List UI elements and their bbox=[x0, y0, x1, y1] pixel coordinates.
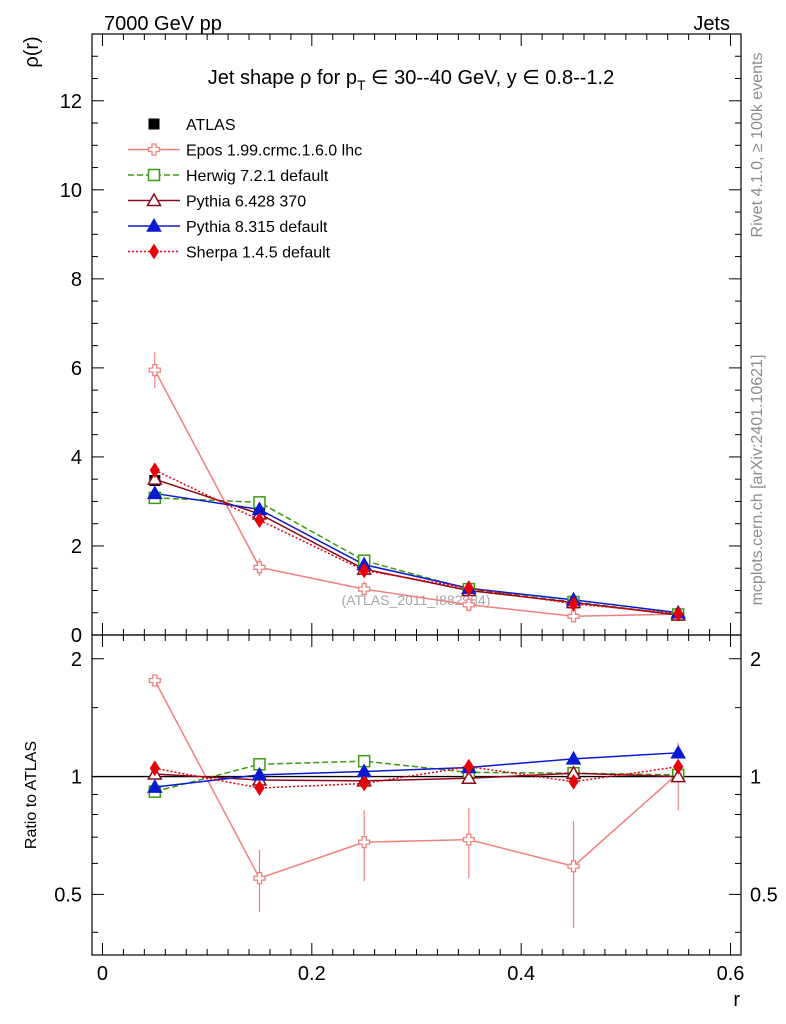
plot-title: Jet shape ρ for pT ∈ 30--40 GeV, y ∈ 0.8… bbox=[208, 67, 614, 93]
main-panel-data bbox=[147, 352, 686, 623]
legend-label: Pythia 6.428 370 bbox=[186, 194, 306, 211]
legend-label: Herwig 7.2.1 default bbox=[186, 168, 329, 185]
x-axis-label: r bbox=[733, 989, 740, 1011]
point-epos-199crmc160 bbox=[148, 363, 161, 377]
process-label: Jets bbox=[693, 13, 730, 35]
legend-marker bbox=[146, 217, 162, 232]
y-tick-label: 12 bbox=[60, 91, 82, 113]
point-sherpa-145 bbox=[149, 462, 160, 479]
x-tick-label: 0.2 bbox=[298, 963, 326, 985]
y-tick-label: 8 bbox=[71, 269, 82, 291]
point-sherpa-145 bbox=[673, 605, 684, 622]
series-line-epos-199crmc160 bbox=[154, 369, 679, 618]
point-epos-199crmc160 bbox=[253, 561, 266, 574]
ratio-tick-label-right: 0.5 bbox=[750, 884, 778, 906]
point-sherpa-145 bbox=[254, 512, 265, 529]
legend-marker bbox=[147, 168, 161, 182]
point-epos-199crmc160 bbox=[462, 598, 475, 611]
legend-marker bbox=[148, 243, 160, 260]
legend-label: ATLAS bbox=[186, 117, 236, 134]
legend-label: Epos 1.99.crmc.1.6.0 lhc bbox=[186, 143, 362, 160]
series-line-pythia-8315 bbox=[154, 492, 679, 614]
ratio-point-sherpa-145 bbox=[149, 760, 160, 777]
ratio-point-pythia-8315 bbox=[147, 779, 163, 793]
point-pythia-6428 bbox=[147, 471, 163, 485]
ratio-tick-label-right: 2 bbox=[750, 649, 761, 671]
x-tick-label: 0.6 bbox=[717, 963, 745, 985]
ratio-panel-frame bbox=[91, 634, 742, 956]
legend-marker bbox=[148, 118, 160, 130]
ratio-point-epos-199crmc160 bbox=[462, 833, 475, 846]
y-axis-label: ρ(r) bbox=[21, 36, 43, 67]
ratio-point-epos-199crmc160 bbox=[253, 872, 266, 885]
point-sherpa-145 bbox=[359, 562, 370, 579]
ratio-line-sherpa-145 bbox=[154, 765, 679, 789]
ratio-point-pythia-8315 bbox=[251, 766, 268, 781]
ratio-point-epos-199crmc160 bbox=[567, 860, 580, 873]
ratio-point-pythia-8315 bbox=[565, 750, 582, 765]
point-pythia-8315 bbox=[147, 485, 163, 500]
ratio-point-sherpa-145 bbox=[463, 758, 474, 775]
y-tick-label: 0 bbox=[71, 625, 82, 647]
legend-marker bbox=[147, 143, 161, 156]
legend-label: Pythia 8.315 default bbox=[186, 219, 328, 236]
ratio-panel-data bbox=[92, 674, 741, 929]
ratio-line-pythia-8315 bbox=[154, 752, 679, 788]
ratio-line-pythia-6428 bbox=[154, 772, 679, 782]
ratio-point-pythia-8315 bbox=[670, 744, 686, 759]
y-tick-label: 6 bbox=[71, 358, 82, 380]
mcplots-label: mcplots.cern.ch [arXiv:2401.10621] bbox=[749, 355, 766, 606]
y-tick-label: 2 bbox=[71, 536, 82, 558]
y-tick-label: 4 bbox=[71, 447, 82, 469]
series-line-sherpa-145 bbox=[154, 469, 679, 615]
ratio-point-epos-199crmc160 bbox=[148, 674, 161, 687]
x-tick-label: 0 bbox=[97, 963, 108, 985]
point-sherpa-145 bbox=[568, 595, 579, 612]
ratio-tick-label: 1 bbox=[71, 767, 82, 789]
ratio-point-sherpa-145 bbox=[673, 758, 684, 775]
ratio-point-sherpa-145 bbox=[254, 780, 265, 796]
legend-marker bbox=[146, 192, 162, 207]
point-epos-199crmc160 bbox=[567, 610, 580, 623]
ratio-point-epos-199crmc160 bbox=[358, 835, 371, 849]
y-tick-label: 10 bbox=[60, 180, 82, 202]
legend: ATLAS Epos 1.99.crmc.1.6.0 lhc Herwig 7.2.… bbox=[128, 117, 362, 262]
ratio-tick-label: 2 bbox=[71, 649, 82, 671]
x-tick-label: 0.4 bbox=[507, 963, 535, 985]
ratio-line-herwig-721 bbox=[154, 760, 679, 793]
ratio-axis-label: Ratio to ATLAS bbox=[23, 741, 40, 849]
analysis-watermark: (ATLAS_2011_I882984) bbox=[342, 592, 491, 608]
point-epos-199crmc160 bbox=[358, 582, 371, 596]
ratio-point-pythia-6428 bbox=[461, 770, 477, 785]
energy-label: 7000 GeV pp bbox=[104, 13, 222, 35]
ratio-tick-label: 0.5 bbox=[54, 884, 82, 906]
ratio-point-sherpa-145 bbox=[568, 773, 579, 790]
ratio-line-epos-199crmc160 bbox=[154, 680, 679, 880]
ratio-point-sherpa-145 bbox=[359, 775, 370, 792]
point-sherpa-145 bbox=[463, 580, 474, 597]
ratio-point-pythia-6428 bbox=[670, 768, 686, 783]
ratio-tick-label-right: 1 bbox=[750, 767, 761, 789]
rivet-version-label: Rivet 4.1.0, ≥ 100k events bbox=[749, 53, 766, 238]
legend-label: Sherpa 1.4.5 default bbox=[186, 245, 331, 262]
